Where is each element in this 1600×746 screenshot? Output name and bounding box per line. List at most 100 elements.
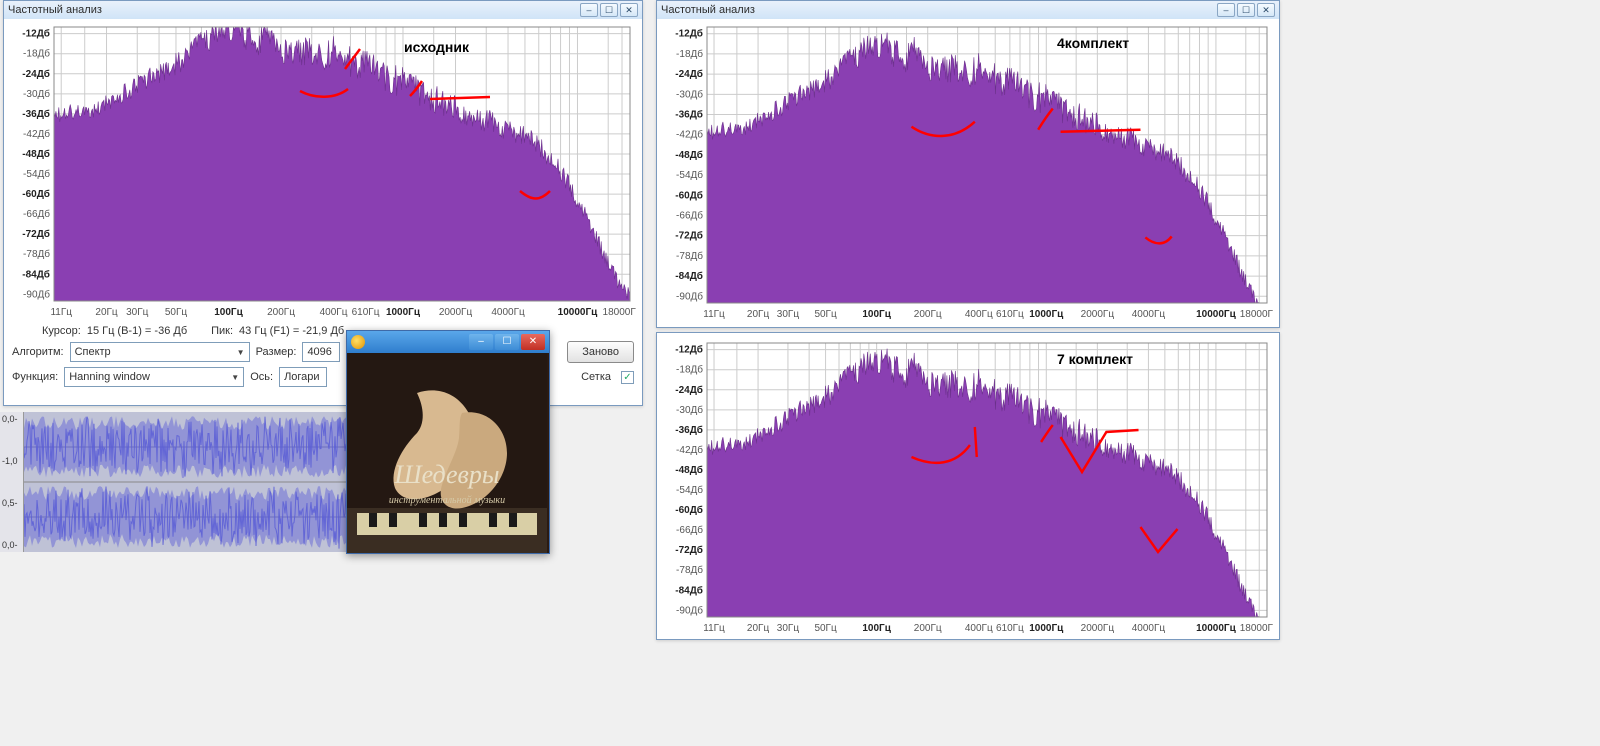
media-player-titlebar: – ☐ ✕ — [347, 331, 549, 353]
album-art: Lily was here Шедевры инструментальной м… — [347, 353, 549, 553]
svg-text:-90Дб: -90Дб — [676, 604, 703, 616]
minimize-button[interactable]: – — [580, 3, 598, 17]
svg-text:-78Дб: -78Дб — [676, 564, 703, 576]
svg-text:1000Гц: 1000Гц — [1029, 623, 1064, 634]
spectrum-window-3: -12Дб-18Дб-24Дб-30Дб-36Дб-42Дб-48Дб-54Дб… — [656, 332, 1280, 640]
svg-text:-48Дб: -48Дб — [22, 148, 50, 160]
svg-text:-30Дб: -30Дб — [23, 88, 50, 100]
titlebar-2: Частотный анализ – ☐ ✕ — [657, 1, 1279, 19]
svg-text:1000Гц: 1000Гц — [386, 307, 421, 318]
waveform-track[interactable]: 0,0- -1,0 0,5- 0,0- — [0, 412, 348, 552]
svg-text:100Гц: 100Гц — [862, 309, 891, 320]
svg-text:200Гц: 200Гц — [914, 309, 942, 320]
svg-text:-18Дб: -18Дб — [23, 48, 50, 60]
svg-text:-24Дб: -24Дб — [22, 68, 50, 80]
svg-text:1000Гц: 1000Гц — [1029, 309, 1064, 320]
chevron-down-icon: ▼ — [231, 373, 239, 382]
function-value: Hanning window — [69, 371, 150, 383]
svg-text:-84Дб: -84Дб — [675, 270, 703, 282]
maximize-button[interactable]: ☐ — [600, 3, 618, 17]
svg-text:200Гц: 200Гц — [267, 307, 295, 318]
svg-text:-54Дб: -54Дб — [676, 169, 703, 181]
album-title-sub: инструментальной музыки — [389, 495, 505, 506]
cursor-label: Курсор: — [42, 325, 81, 337]
svg-text:20Гц: 20Гц — [95, 307, 118, 318]
grid-label: Сетка — [581, 371, 611, 383]
minimize-button[interactable]: – — [1217, 3, 1235, 17]
function-select[interactable]: Hanning window ▼ — [64, 367, 244, 387]
svg-text:-12Дб: -12Дб — [22, 28, 50, 40]
svg-text:-12Дб: -12Дб — [675, 344, 703, 356]
axis-select[interactable]: Логари — [279, 367, 327, 387]
svg-text:-42Дб: -42Дб — [676, 444, 703, 456]
svg-text:400Гц: 400Гц — [965, 623, 993, 634]
algorithm-value: Спектр — [75, 346, 111, 358]
svg-text:-66Дб: -66Дб — [676, 524, 703, 536]
peak-label: Пик: — [211, 325, 233, 337]
window-title-2: Частотный анализ — [661, 4, 1215, 16]
spectrum-chart-3: -12Дб-18Дб-24Дб-30Дб-36Дб-42Дб-48Дб-54Дб… — [663, 337, 1273, 635]
svg-text:-48Дб: -48Дб — [675, 464, 703, 476]
maximize-button[interactable]: ☐ — [495, 334, 519, 350]
svg-text:100Гц: 100Гц — [862, 623, 891, 634]
algorithm-select[interactable]: Спектр ▼ — [70, 342, 250, 362]
svg-text:-72Дб: -72Дб — [675, 544, 703, 556]
algorithm-label: Алгоритм: — [12, 346, 64, 358]
svg-text:50Гц: 50Гц — [814, 623, 837, 634]
svg-text:400Гц: 400Гц — [965, 309, 993, 320]
media-player-window: – ☐ ✕ Lily was here Шедевры ин — [346, 330, 550, 554]
grid-checkbox[interactable]: ✓ — [621, 371, 634, 384]
chart-overlay-label-3: 7 комплект — [1057, 351, 1133, 367]
svg-text:50Гц: 50Гц — [814, 309, 837, 320]
svg-text:30Гц: 30Гц — [777, 309, 800, 320]
svg-text:30Гц: 30Гц — [126, 307, 149, 318]
svg-text:11Гц: 11Гц — [703, 623, 725, 634]
player-app-icon — [351, 335, 365, 349]
close-button[interactable]: ✕ — [620, 3, 638, 17]
svg-text:200Гц: 200Гц — [914, 623, 942, 634]
close-button[interactable]: ✕ — [1257, 3, 1275, 17]
chevron-down-icon: ▼ — [237, 348, 245, 357]
peak-value: 43 Гц (F1) = -21,9 Дб — [239, 325, 344, 337]
svg-text:610Гц: 610Гц — [996, 309, 1024, 320]
svg-text:10000Гц: 10000Гц — [1196, 623, 1236, 634]
svg-text:2000Гц: 2000Гц — [439, 307, 473, 318]
window-title-1: Частотный анализ — [8, 4, 578, 16]
svg-text:10000Гц: 10000Гц — [558, 307, 598, 318]
ruler-tick: 0,0- — [2, 414, 21, 424]
svg-text:-42Дб: -42Дб — [23, 128, 50, 140]
svg-text:20Гц: 20Гц — [747, 623, 770, 634]
svg-text:18000Гц: 18000Гц — [1240, 309, 1273, 320]
size-label: Размер: — [256, 346, 297, 358]
svg-text:-18Дб: -18Дб — [676, 48, 703, 60]
svg-text:-66Дб: -66Дб — [23, 208, 50, 220]
svg-text:-60Дб: -60Дб — [675, 504, 703, 516]
ruler-tick: 0,5- — [2, 498, 21, 508]
maximize-button[interactable]: ☐ — [1237, 3, 1255, 17]
ruler-tick: -1,0 — [2, 456, 21, 466]
svg-text:-36Дб: -36Дб — [675, 109, 703, 121]
svg-text:-90Дб: -90Дб — [23, 288, 50, 300]
redo-button[interactable]: Заново — [567, 341, 634, 363]
svg-text:-30Дб: -30Дб — [676, 88, 703, 100]
svg-text:-24Дб: -24Дб — [675, 68, 703, 80]
svg-text:11Гц: 11Гц — [703, 309, 725, 320]
svg-text:-24Дб: -24Дб — [675, 384, 703, 396]
size-value: 4096 — [307, 346, 331, 358]
minimize-button[interactable]: – — [469, 334, 493, 350]
size-input[interactable]: 4096 — [302, 342, 340, 362]
svg-text:18000Гц: 18000Гц — [1240, 623, 1273, 634]
svg-text:-12Дб: -12Дб — [675, 28, 703, 40]
svg-text:100Гц: 100Гц — [214, 307, 243, 318]
svg-text:-36Дб: -36Дб — [22, 108, 50, 120]
spectrum-chart-1: -12Дб-18Дб-24Дб-30Дб-36Дб-42Дб-48Дб-54Дб… — [10, 21, 636, 319]
svg-text:4000Гц: 4000Гц — [1132, 309, 1166, 320]
svg-text:-30Дб: -30Дб — [676, 404, 703, 416]
waveform-ruler: 0,0- -1,0 0,5- 0,0- — [0, 412, 24, 552]
svg-text:-36Дб: -36Дб — [675, 424, 703, 436]
svg-text:-42Дб: -42Дб — [676, 129, 703, 141]
svg-text:50Гц: 50Гц — [165, 307, 188, 318]
svg-text:-72Дб: -72Дб — [675, 230, 703, 242]
svg-text:-48Дб: -48Дб — [675, 149, 703, 161]
close-button[interactable]: ✕ — [521, 334, 545, 350]
